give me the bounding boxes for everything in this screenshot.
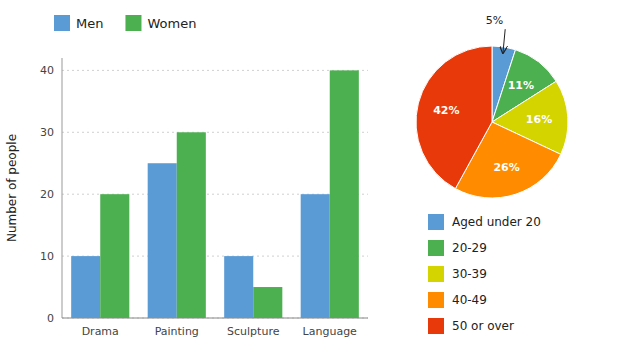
legend-swatch [125, 15, 141, 31]
legend-swatch [428, 318, 444, 334]
legend-swatch [428, 240, 444, 256]
y-tick-label: 0 [47, 312, 54, 325]
x-tick-label: Drama [82, 325, 119, 338]
bar [148, 163, 177, 318]
data-label: 26% [493, 161, 519, 174]
x-tick-label: Sculpture [227, 325, 280, 338]
grid-line [62, 70, 368, 71]
bar [301, 194, 330, 318]
bars [71, 70, 359, 318]
y-tick-label: 30 [40, 126, 54, 139]
legend-swatch [54, 15, 70, 31]
bar [224, 256, 253, 318]
legend-swatch [428, 266, 444, 282]
bar [71, 256, 100, 318]
legend-swatch [428, 214, 444, 230]
bar [177, 132, 206, 318]
y-tick-label: 20 [40, 188, 54, 201]
y-tick-label: 40 [40, 64, 54, 77]
y-axis-label: Number of people [5, 134, 19, 242]
chart-root: 0 10 20 30 40 Number of people Drama Painting Sc… [0, 0, 640, 358]
legend-label: Women [147, 16, 196, 31]
pie-slice [416, 46, 492, 189]
grid-line [62, 132, 368, 133]
legend-label: Men [76, 16, 103, 31]
data-label: 5% [486, 14, 503, 27]
legend-label: 40-49 [452, 293, 487, 307]
data-label: 42% [433, 104, 459, 117]
bar [330, 70, 359, 318]
y-tick-label: 10 [40, 250, 54, 263]
legend-label: 20-29 [452, 241, 487, 255]
y-axis-line [62, 58, 63, 318]
legend-label: 50 or over [452, 319, 514, 333]
data-label: 16% [526, 113, 552, 126]
legend-swatch [428, 292, 444, 308]
legend-label: Aged under 20 [452, 215, 541, 229]
bar [253, 287, 282, 318]
data-label: 11% [508, 79, 534, 92]
annotation-arrow [503, 29, 505, 53]
x-tick-label: Painting [155, 325, 199, 338]
bar [100, 194, 129, 318]
x-tick-label: Language [303, 325, 358, 338]
legend-label: 30-39 [452, 267, 487, 281]
